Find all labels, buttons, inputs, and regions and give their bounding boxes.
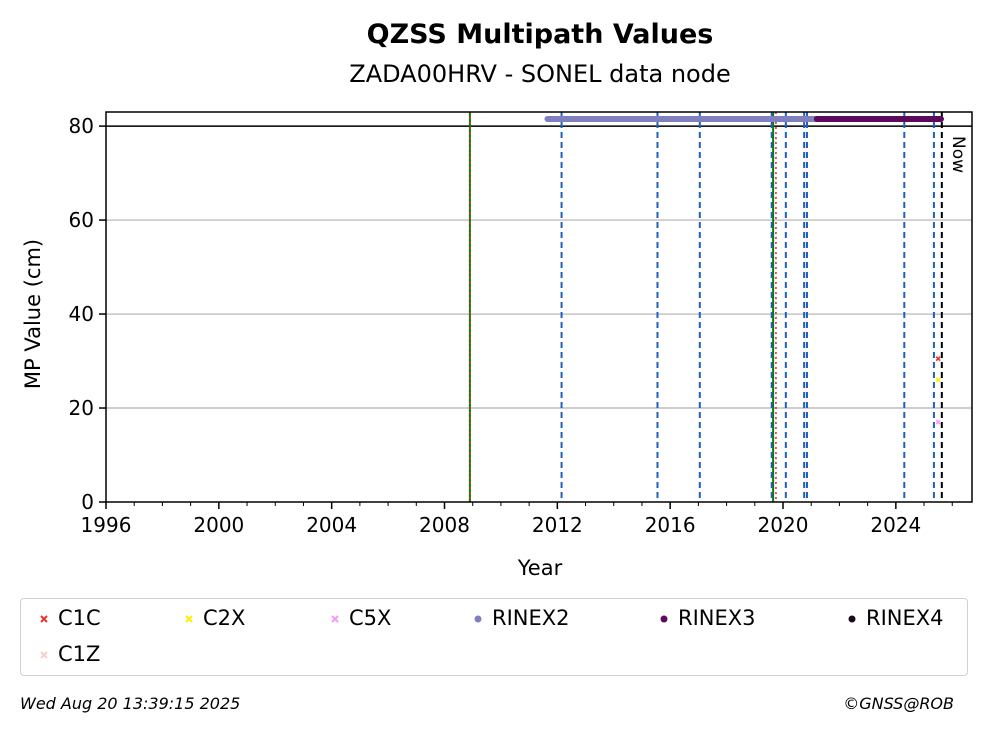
- data-points: [935, 356, 941, 425]
- data-point-c2x: [935, 377, 941, 383]
- y-tick-label: 20: [69, 396, 94, 420]
- legend-label: RINEX4: [866, 606, 944, 630]
- data-point-c5x: [935, 419, 941, 425]
- event-lines: [468, 112, 943, 502]
- legend-item-rinex2: RINEX2: [473, 606, 570, 630]
- legend-marker: [331, 615, 339, 623]
- now-label: Now: [948, 136, 968, 173]
- legend-item-rinex4: RINEX4: [847, 606, 944, 630]
- legend-label: C2X: [203, 606, 246, 630]
- x-tick-label: 2000: [193, 513, 244, 537]
- y-axis-ticks: 0 20 40 60 80: [69, 114, 106, 514]
- legend-item-c5x: C5X: [330, 606, 391, 630]
- data-point-stroke: [935, 377, 941, 383]
- data-point-stroke: [935, 419, 941, 425]
- chart-subtitle: ZADA00HRV - SONEL data node: [349, 60, 730, 88]
- x-tick-label: 2020: [758, 513, 809, 537]
- footer-credit: ©GNSS@ROB: [843, 694, 954, 713]
- y-axis-label: MP Value (cm): [21, 239, 45, 389]
- chart-title: QZSS Multipath Values: [367, 19, 714, 50]
- legend-item-c1c: C1C: [39, 606, 101, 630]
- legend-item-c2x: C2X: [184, 606, 245, 630]
- y-tick-label: 80: [69, 114, 94, 138]
- legend-label: C1Z: [58, 642, 101, 666]
- legend-marker: [848, 615, 856, 623]
- legend-item-c1z: C1Z: [39, 642, 100, 666]
- x-tick-label: 2012: [532, 513, 583, 537]
- plot-frame: [105, 111, 973, 503]
- x-tick-label: 2016: [645, 513, 696, 537]
- x-tick-label: 2008: [419, 513, 470, 537]
- footer-timestamp: Wed Aug 20 13:39:15 2025: [20, 694, 241, 713]
- legend-marker: [660, 615, 668, 623]
- legend-marker: [185, 615, 193, 623]
- legend-label: C1C: [58, 606, 101, 630]
- x-axis-ticks: 1996 2000 2004 2008 2012 2016 2020 2024: [81, 502, 953, 537]
- x-tick-label: 2004: [306, 513, 357, 537]
- y-tick-label: 40: [69, 302, 94, 326]
- legend: C1C C2X C5X RINEX2 RINEX3 RINEX4 C1Z: [20, 598, 968, 676]
- y-tick-label: 0: [81, 490, 94, 514]
- legend-label: RINEX3: [678, 606, 756, 630]
- legend-marker: [40, 651, 48, 659]
- chart: QZSS Multipath Values ZADA00HRV - SONEL …: [21, 19, 973, 580]
- legend-label: RINEX2: [492, 606, 570, 630]
- x-tick-label: 2024: [870, 513, 921, 537]
- x-axis-label: Year: [517, 556, 563, 580]
- legend-marker: [40, 615, 48, 623]
- y-tick-label: 60: [69, 208, 94, 232]
- grid-lines: [106, 125, 972, 409]
- data-point-stroke: [935, 356, 941, 362]
- legend-item-rinex3: RINEX3: [659, 606, 756, 630]
- legend-label: C5X: [349, 606, 392, 630]
- legend-marker: [474, 615, 482, 623]
- x-tick-label: 1996: [81, 513, 132, 537]
- data-point-c1c: [935, 356, 941, 362]
